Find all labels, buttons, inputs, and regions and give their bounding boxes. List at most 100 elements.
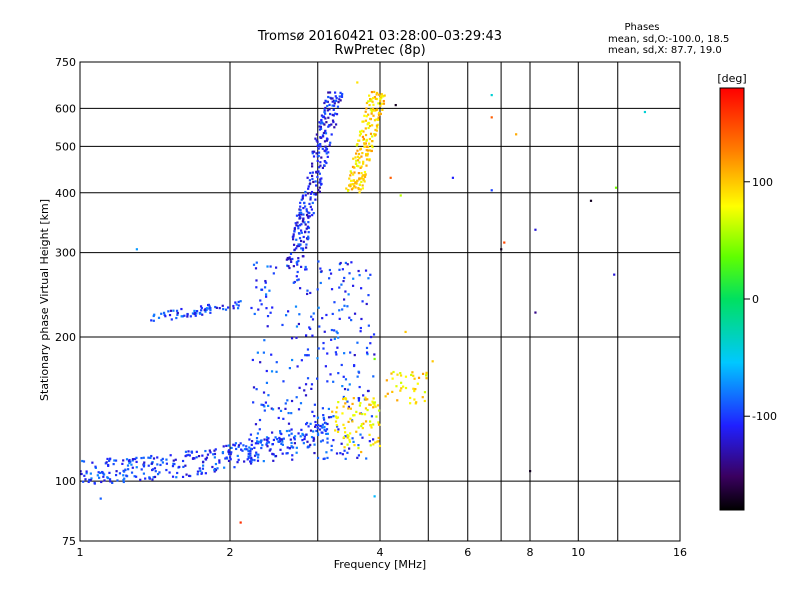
data-point (180, 307, 183, 311)
data-point (168, 471, 171, 474)
data-point (320, 182, 323, 186)
data-point (317, 143, 320, 146)
data-point (347, 293, 350, 296)
data-point (392, 370, 395, 374)
data-point (330, 288, 334, 291)
data-point (301, 432, 304, 436)
data-point (346, 433, 349, 437)
x-tick-label: 16 (673, 546, 687, 559)
data-point (289, 438, 292, 441)
data-point (79, 470, 82, 473)
data-point (358, 178, 361, 181)
data-point (218, 307, 221, 310)
data-point (356, 81, 359, 84)
data-point (348, 177, 351, 180)
data-point (355, 182, 358, 185)
data-point (331, 97, 334, 100)
data-point (369, 420, 372, 423)
data-point (329, 373, 332, 376)
data-point (346, 451, 349, 454)
data-point (490, 189, 493, 192)
data-point (233, 466, 236, 469)
data-point (105, 461, 108, 464)
data-point (350, 188, 354, 191)
data-point (239, 521, 242, 524)
data-point (351, 187, 355, 190)
data-point (369, 273, 372, 276)
data-point (309, 198, 312, 201)
data-point (182, 465, 185, 469)
data-point (281, 440, 284, 443)
data-point (300, 428, 303, 431)
data-point (325, 428, 329, 431)
data-point (338, 98, 341, 101)
data-point (237, 300, 240, 304)
data-point (252, 263, 256, 266)
data-point (322, 341, 325, 345)
data-point (253, 312, 256, 316)
data-point (365, 158, 369, 161)
data-point (312, 436, 315, 439)
data-point (314, 424, 318, 427)
data-point (350, 171, 353, 175)
data-point (348, 184, 351, 187)
data-point (291, 358, 294, 362)
data-point (333, 337, 336, 341)
data-point (313, 451, 316, 455)
data-point (130, 463, 133, 466)
data-point (326, 155, 329, 158)
data-point (225, 456, 228, 459)
data-point (378, 113, 381, 117)
data-point (288, 367, 291, 370)
data-point (371, 124, 374, 127)
data-point (358, 274, 361, 277)
data-point (360, 172, 363, 175)
data-point (374, 405, 377, 408)
data-point (332, 439, 335, 442)
data-point (313, 150, 316, 153)
data-point (366, 398, 369, 401)
data-point (213, 452, 217, 456)
data-point (266, 445, 269, 448)
data-point (326, 432, 329, 435)
data-point (300, 359, 303, 362)
data-point (356, 341, 359, 344)
data-point (375, 97, 379, 101)
data-point (371, 100, 374, 103)
data-point (262, 391, 266, 394)
data-point (319, 267, 322, 270)
data-point (239, 300, 242, 303)
data-point (317, 189, 320, 192)
data-point (196, 473, 199, 476)
data-point (214, 462, 218, 466)
data-point (534, 311, 537, 314)
data-point (358, 385, 361, 389)
data-point (360, 129, 364, 132)
data-point (291, 238, 295, 241)
data-point (256, 456, 260, 459)
data-point (372, 109, 375, 112)
data-point (353, 414, 356, 417)
data-point (319, 122, 322, 125)
data-point (195, 450, 198, 453)
data-point (365, 101, 369, 105)
data-point (315, 429, 318, 433)
data-point (318, 172, 321, 175)
data-point (142, 456, 145, 459)
data-point (300, 213, 303, 216)
data-point (327, 116, 330, 119)
data-point (377, 116, 380, 119)
data-point (314, 192, 318, 195)
data-point (331, 410, 334, 413)
data-point (108, 471, 111, 474)
data-point (169, 309, 173, 312)
data-point (270, 370, 274, 373)
data-point (298, 224, 302, 227)
data-point (204, 310, 207, 313)
data-point (247, 456, 250, 459)
data-point (225, 444, 228, 448)
data-point (301, 194, 305, 197)
data-point (318, 190, 321, 193)
data-point (325, 121, 328, 124)
data-point (372, 114, 375, 117)
